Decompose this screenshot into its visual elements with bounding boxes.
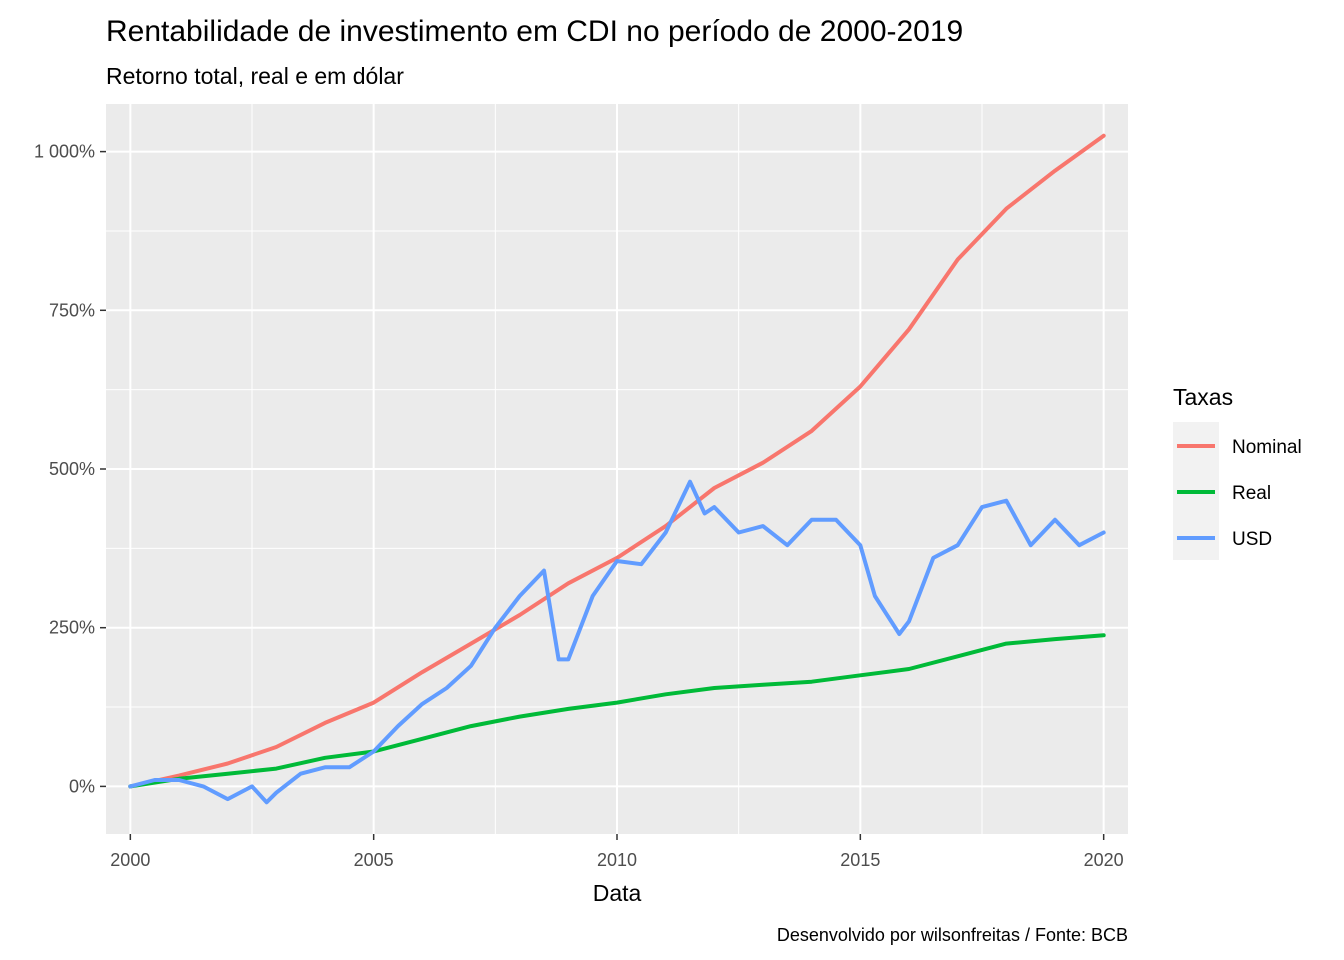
legend-label-nominal: Nominal [1232,437,1302,458]
y-tick-label: 1 000% [34,142,95,162]
series-line-real [128,633,1106,789]
x-tick-label: 2000 [110,850,150,870]
y-tick-label: 500% [49,459,95,479]
chart-subtitle: Retorno total, real e em dólar [106,63,404,89]
x-axis-title: Data [593,880,642,906]
series-line-usd [128,479,1106,805]
x-tick-label: 2010 [597,850,637,870]
y-tick-label: 0% [69,776,95,796]
legend: Taxas Nominal Real USD [1173,384,1302,560]
y-tick-label: 750% [49,300,95,320]
caption: Desenvolvido por wilsonfreitas / Fonte: … [777,925,1128,945]
x-tick-label: 2005 [354,850,394,870]
legend-label-real: Real [1232,483,1271,504]
series-lines [128,133,1106,805]
major-grid [106,104,1128,834]
series-line-nominal [128,133,1106,789]
x-tick-label: 2015 [840,850,880,870]
legend-title: Taxas [1173,384,1233,410]
chart-title: Rentabilidade de investimento em CDI no … [106,15,963,48]
y-tick-label: 250% [49,618,95,638]
legend-label-usd: USD [1232,529,1272,550]
x-tick-label: 2020 [1084,850,1124,870]
y-axis: 0% 250% 500% 750% 1 000% [34,142,106,796]
x-axis: 2000 2005 2010 2015 2020 [110,834,1124,870]
